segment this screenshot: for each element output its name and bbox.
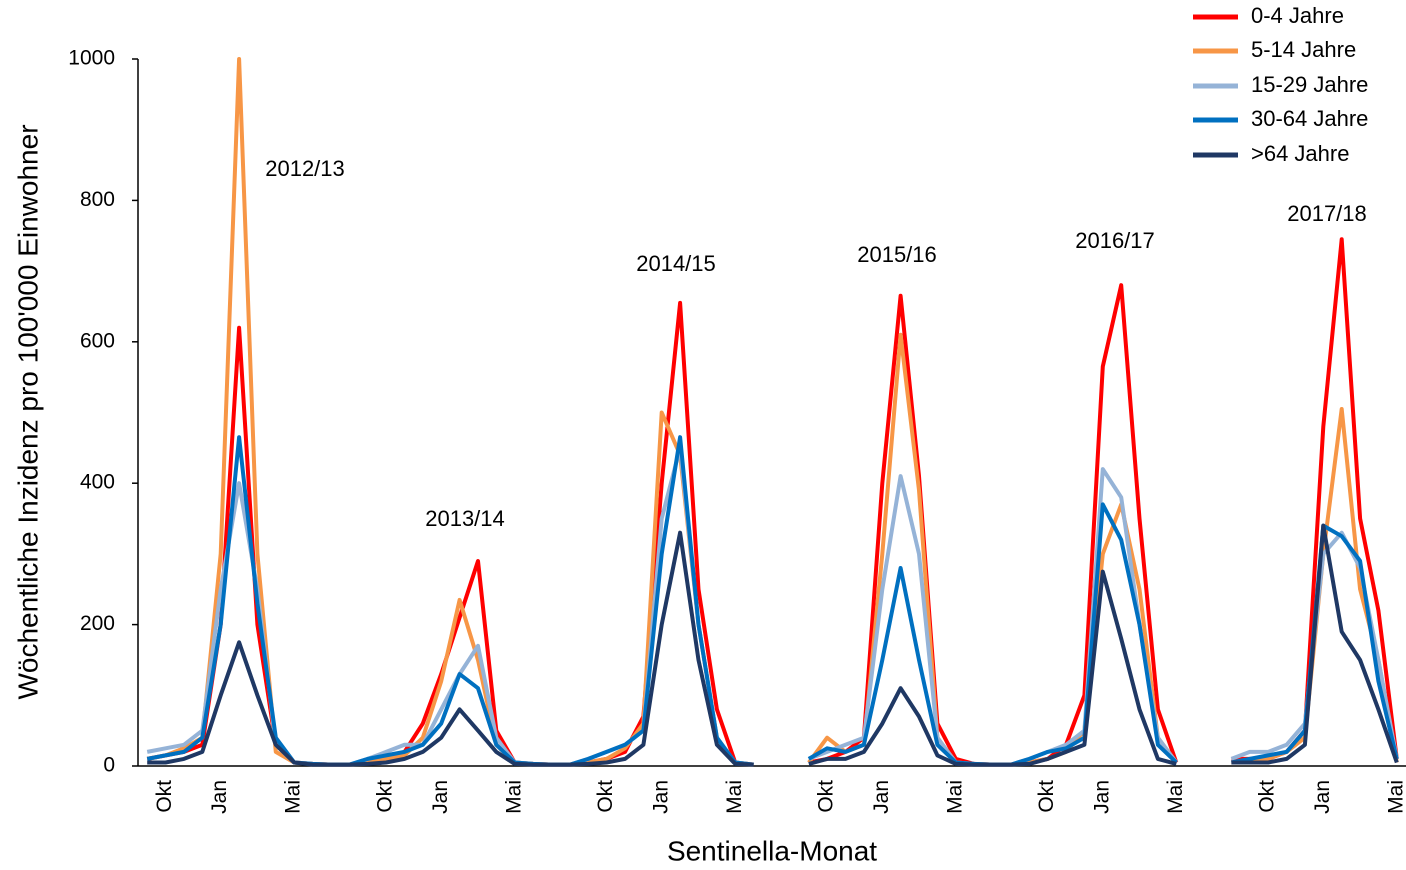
x-tick-label: Jan [429, 780, 452, 814]
x-tick-label: Mai [723, 780, 746, 814]
x-tick-label: Jan [649, 780, 672, 814]
legend-label: >64 Jahre [1251, 141, 1349, 166]
legend-label: 0-4 Jahre [1251, 3, 1344, 28]
y-tick-label: 400 [80, 471, 115, 494]
x-tick-label: Okt [374, 780, 397, 813]
season-label: 2014/15 [636, 251, 716, 276]
y-tick-label: 800 [80, 188, 115, 211]
series-line [146, 435, 1399, 767]
y-tick-label: 1000 [68, 47, 115, 70]
series-line [146, 445, 1399, 767]
legend-label: 5-14 Jahre [1251, 37, 1356, 62]
legend-label: 30-64 Jahre [1251, 106, 1368, 131]
season-label: 2017/18 [1287, 201, 1367, 226]
season-label: 2012/13 [265, 156, 345, 181]
x-tick-label: Okt [594, 780, 617, 813]
x-tick-label: Okt [815, 780, 838, 813]
season-label: 2016/17 [1075, 228, 1155, 253]
y-tick-label: 200 [80, 612, 115, 635]
y-tick-label: 0 [103, 754, 115, 777]
season-label: 2013/14 [425, 506, 505, 531]
x-tick-label: Okt [153, 780, 176, 813]
series-line [146, 237, 1399, 767]
x-tick-label: Mai [943, 780, 966, 814]
y-tick-label: 600 [80, 329, 115, 352]
x-tick-label: Jan [1090, 780, 1113, 814]
x-tick-label: Mai [1164, 780, 1187, 814]
x-tick-label: Okt [1035, 780, 1058, 813]
season-label: 2015/16 [857, 242, 937, 267]
x-tick-label: Mai [502, 780, 525, 814]
x-tick-label: Mai [282, 780, 305, 814]
y-axis-label: Wöchentliche Inzidenz pro 100'000 Einwoh… [12, 124, 43, 699]
series-line [147, 523, 1399, 767]
x-tick-label: Mai [1384, 780, 1406, 814]
legend-label: 15-29 Jahre [1251, 72, 1368, 97]
x-tick-label: Jan [208, 780, 231, 814]
x-tick-label: Jan [870, 780, 893, 814]
x-tick-label: Okt [1256, 780, 1279, 813]
x-tick-label: Jan [1311, 780, 1334, 814]
x-axis-label: Sentinella-Monat [667, 835, 877, 866]
